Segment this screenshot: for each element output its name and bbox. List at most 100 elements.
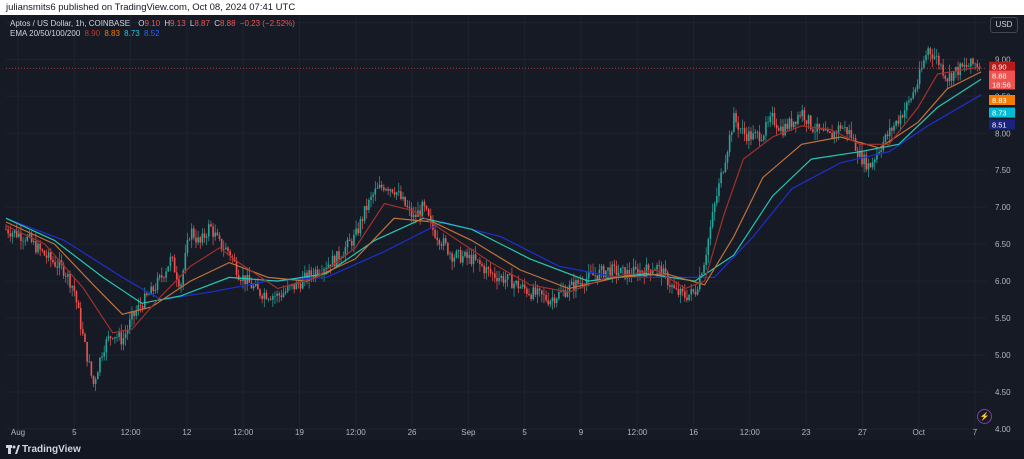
candle-body (295, 282, 298, 290)
candle-body (109, 336, 112, 338)
candle-body (395, 192, 398, 195)
candle-body (564, 289, 567, 297)
candle-body (955, 67, 957, 72)
candle-body (105, 339, 108, 353)
y-tick-label: 7.50 (995, 166, 1011, 175)
candle-body (692, 289, 695, 292)
candle-body (190, 228, 193, 240)
lightning-icon[interactable]: ⚡ (977, 409, 992, 424)
candle-body (301, 277, 304, 289)
candle-body (152, 286, 155, 291)
candle-body (600, 266, 603, 270)
y-tick-label: 8.00 (995, 129, 1011, 138)
candle-body (415, 214, 417, 217)
candle-body (803, 110, 806, 121)
candle-body (970, 58, 972, 67)
tradingview-logo-icon[interactable] (6, 444, 20, 455)
candle-body (470, 254, 473, 265)
candle-body (728, 134, 731, 153)
candle-body (850, 130, 853, 138)
candle-body (220, 238, 223, 250)
candle-body (758, 132, 761, 141)
candle-body (854, 138, 857, 151)
candle-body (733, 113, 735, 133)
candle-body (90, 361, 93, 376)
candle-body (161, 275, 163, 278)
candle-body (116, 336, 118, 338)
chart-area[interactable] (0, 15, 1024, 440)
candle-body (737, 122, 739, 130)
candle-body (186, 240, 189, 254)
candle-body (96, 372, 99, 380)
candle-body (291, 284, 293, 286)
footer-brand[interactable]: TradingView (22, 444, 81, 455)
candle-body (487, 267, 490, 270)
candle-body (393, 192, 396, 195)
candle-body (423, 201, 426, 207)
candle-body (218, 235, 221, 239)
candle-body (114, 337, 116, 339)
candle-body (368, 200, 370, 211)
candle-body (844, 127, 846, 128)
candle-body (310, 270, 313, 276)
candle-body (308, 270, 310, 281)
publish-bar: juliansmits6 published on TradingView.co… (0, 0, 1024, 15)
candle-body (387, 189, 389, 191)
candle-body (735, 113, 737, 123)
candle-body (946, 78, 949, 82)
candle-body (748, 131, 750, 141)
candle-body (380, 184, 383, 188)
candle-body (865, 154, 868, 170)
currency-button[interactable]: USD (990, 17, 1018, 33)
candle-body (876, 153, 878, 160)
legend-c-label: C (214, 19, 220, 28)
candle-body (122, 338, 125, 345)
candle-body (688, 294, 690, 301)
candle-body (440, 244, 443, 246)
candle-body (579, 282, 582, 284)
candle-body (647, 264, 650, 270)
candle-body (555, 298, 558, 304)
candle-body (447, 242, 449, 255)
candle-body (58, 260, 61, 268)
candle-body (107, 336, 110, 340)
candle-body (135, 311, 138, 316)
price-tag-label: 8.73 (992, 109, 1007, 118)
candle-body (182, 270, 184, 285)
candle-body (9, 233, 12, 237)
candle-body (412, 214, 415, 218)
candle-body (5, 229, 7, 230)
candle-body (521, 284, 524, 287)
candle-body (333, 255, 336, 266)
ema50-line (5, 71, 982, 315)
x-tick-label: 12:00 (121, 428, 142, 437)
candle-body (534, 287, 537, 295)
price-tag (989, 79, 1015, 90)
candle-body (632, 266, 635, 277)
candle-body (765, 122, 767, 136)
candle-body (841, 127, 844, 129)
candle-body (730, 132, 733, 135)
candle-body (410, 208, 413, 218)
candle-body (489, 269, 492, 274)
candle-body (126, 329, 129, 334)
candle-body (265, 292, 268, 300)
candle-body (286, 286, 289, 292)
candle-body (891, 127, 893, 131)
candle-body (86, 342, 88, 362)
candle-body (143, 293, 146, 309)
candle-body (64, 275, 67, 277)
candle-body (338, 251, 340, 260)
candle-body (365, 205, 368, 211)
candle-body (739, 128, 742, 130)
candle-body (129, 319, 131, 330)
legend-ema200: 8.52 (143, 29, 160, 38)
candle-body (479, 260, 481, 265)
price-tag (989, 70, 1015, 81)
candle-body (927, 48, 929, 56)
candle-body (942, 64, 944, 76)
candle-body (146, 293, 148, 296)
y-tick-label: 4.50 (995, 388, 1011, 397)
candle-body (449, 253, 451, 255)
